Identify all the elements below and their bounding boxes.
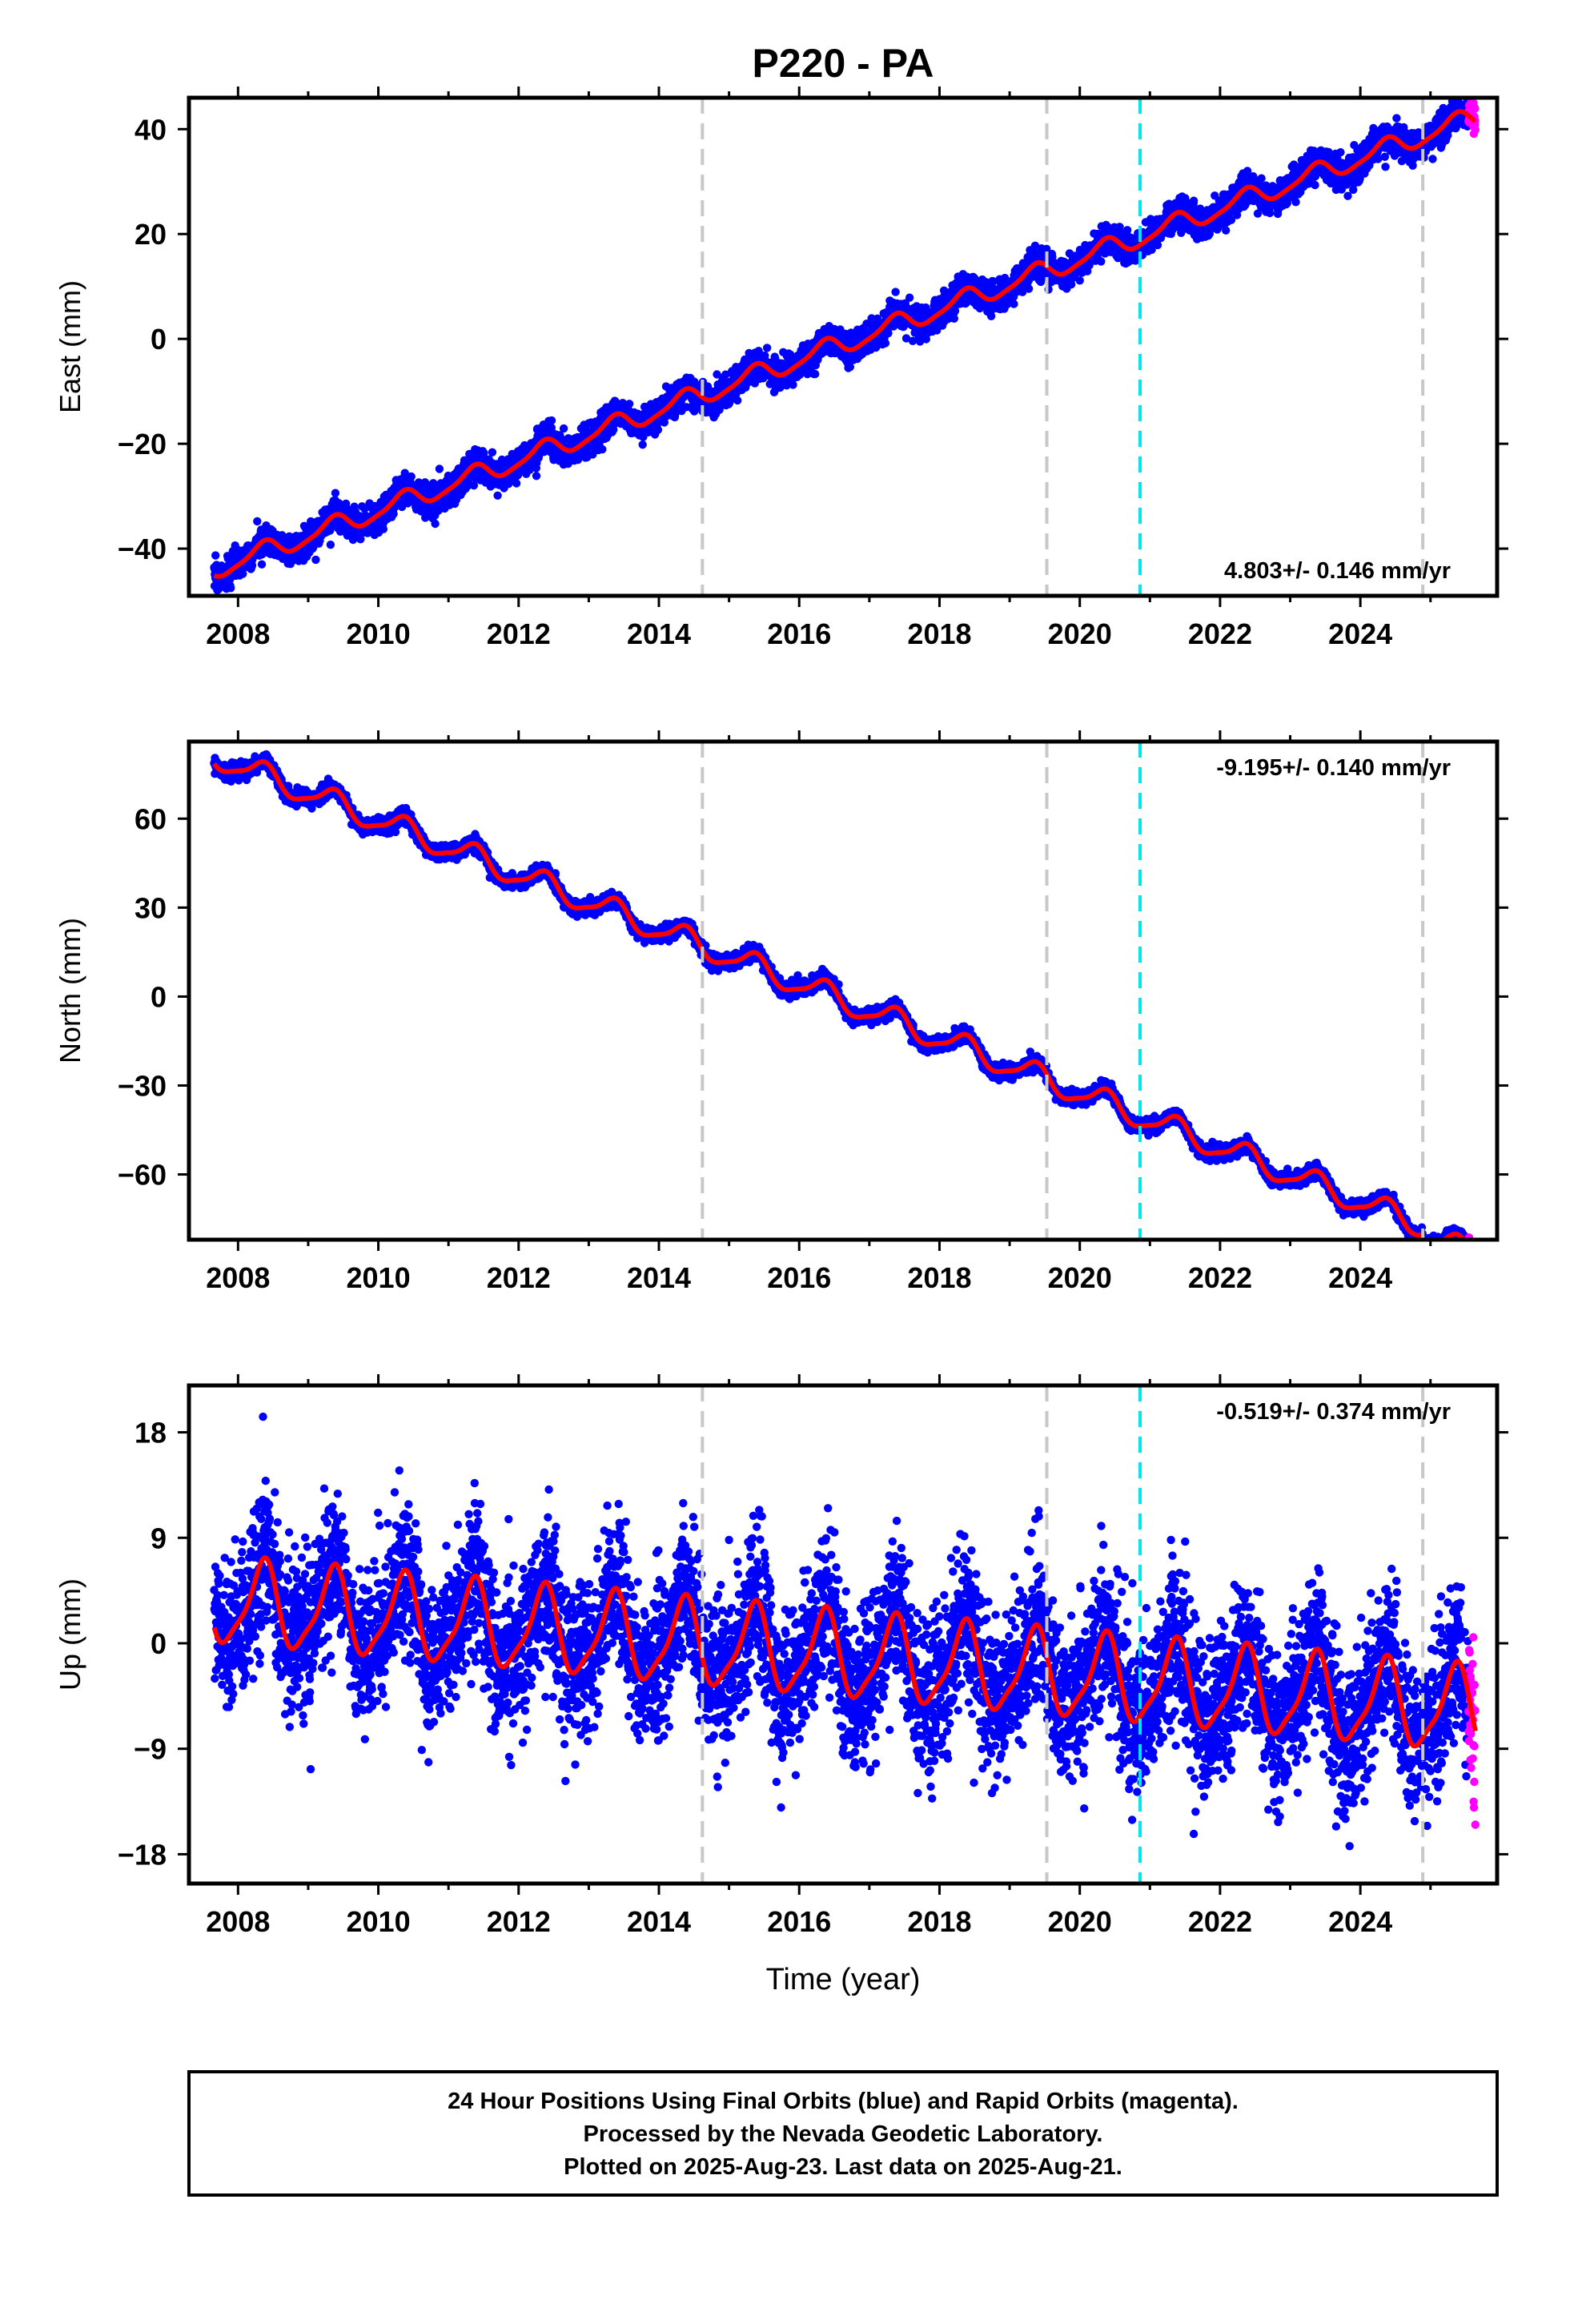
final-orbit-point: [1189, 196, 1199, 205]
final-orbit-point: [1097, 257, 1106, 266]
final-orbit-point: [253, 517, 262, 526]
final-orbit-point: [435, 464, 444, 473]
final-orbit-point: [331, 489, 340, 497]
final-orbit-point: [1018, 287, 1027, 296]
final-orbit-point: [211, 551, 220, 560]
final-orbit-point: [559, 424, 568, 433]
final-orbit-point: [950, 306, 960, 316]
series-positions: [210, 98, 1480, 595]
final-orbit-point: [1075, 276, 1084, 285]
final-orbit-point: [598, 444, 607, 454]
final-orbit-point: [407, 472, 416, 481]
final-orbit-point: [810, 369, 820, 379]
final-orbit-point: [431, 519, 440, 529]
final-orbit-point: [754, 347, 763, 356]
final-orbit-point: [326, 541, 335, 549]
final-orbit-point: [389, 509, 398, 518]
final-orbit-point: [469, 481, 479, 490]
final-orbit-point: [660, 418, 669, 427]
final-orbit-point: [713, 370, 721, 379]
final-orbit-point: [653, 425, 663, 434]
final-orbit-point: [588, 450, 597, 459]
final-orbit-point: [921, 335, 931, 344]
final-orbit-point: [1010, 300, 1018, 308]
final-orbit-point: [881, 339, 890, 348]
final-orbit-point: [950, 314, 959, 323]
final-orbit-point: [638, 440, 647, 449]
final-orbit-point: [379, 525, 388, 533]
final-orbit-point: [908, 336, 917, 345]
final-orbit-point: [721, 370, 730, 379]
final-orbit-point: [986, 312, 996, 320]
panels-group: 2008 2010 2012 2014 2016 2018 2020 2022 20244020…: [54, 86, 1508, 1938]
final-orbit-point: [884, 328, 893, 338]
final-orbit-point: [488, 448, 497, 456]
panel-1: 2008 2010 2012 2014 2016 2018 2020 2022 20244020…: [54, 86, 1508, 650]
final-orbit-point: [624, 400, 634, 408]
final-orbit-point: [905, 293, 914, 302]
final-orbit-point: [789, 380, 797, 389]
final-orbit-point: [239, 569, 247, 578]
final-orbit-point: [1024, 284, 1034, 293]
final-orbit-point: [803, 370, 812, 379]
final-orbit-point: [227, 584, 235, 593]
final-orbit-point: [547, 416, 556, 425]
final-orbit-point: [762, 344, 772, 352]
final-orbit-point: [400, 468, 409, 477]
final-orbit-point: [733, 396, 742, 405]
final-orbit-point: [311, 555, 320, 565]
final-orbit-point: [493, 491, 502, 500]
final-orbit-point: [1030, 241, 1040, 250]
final-orbit-point: [891, 287, 900, 296]
final-orbit-point: [901, 334, 911, 343]
final-orbit-point: [356, 535, 365, 544]
final-orbit-point: [247, 561, 257, 570]
final-orbit-point: [532, 472, 541, 480]
final-orbit-point: [257, 560, 267, 569]
final-orbit-point: [464, 476, 472, 485]
final-orbit-point: [512, 479, 521, 488]
final-orbit-point: [845, 363, 855, 372]
final-orbit-point: [1122, 226, 1132, 235]
chart-title: P220 - PA: [753, 41, 934, 86]
final-orbit-point: [341, 499, 351, 509]
final-orbit-point: [609, 425, 618, 434]
